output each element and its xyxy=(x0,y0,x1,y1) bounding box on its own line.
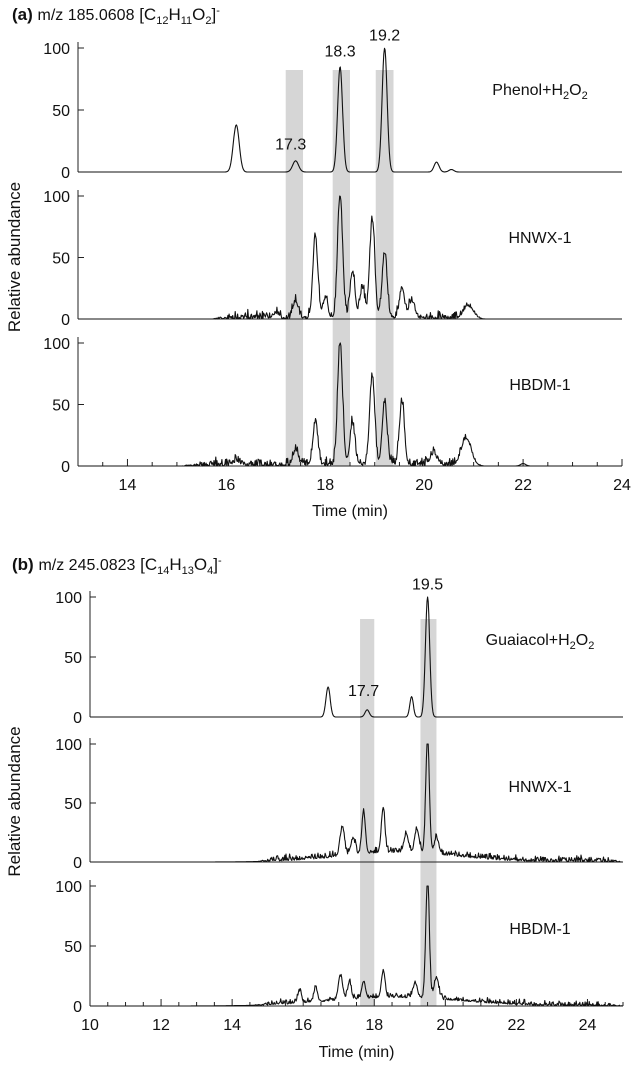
y-tick-label: 50 xyxy=(64,650,82,667)
x-tick-label: 14 xyxy=(119,477,137,494)
trace-line xyxy=(90,596,623,718)
x-axis-label: Time (min) xyxy=(312,503,388,520)
highlight-band xyxy=(420,619,437,1006)
y-tick-label: 50 xyxy=(64,939,82,956)
y-tick-label: 50 xyxy=(64,796,82,813)
panel-header: (a) m/z 185.0608 [C12H11O2]- xyxy=(12,5,220,27)
trace-line xyxy=(90,885,623,1007)
series-label: HBDM-1 xyxy=(509,377,570,394)
x-tick-label: 22 xyxy=(508,1017,526,1034)
x-tick-label: 24 xyxy=(579,1017,597,1034)
trace-line xyxy=(78,47,622,173)
y-tick-label: 0 xyxy=(73,999,82,1016)
series-phenol-h2o2: 0 50 100 Phenol+H2O2 17.3 18.3 19.2 xyxy=(43,27,622,182)
x-tick-label: 22 xyxy=(514,477,532,494)
x-tick-label: 24 xyxy=(613,477,631,494)
x-tick-label: 12 xyxy=(152,1017,170,1034)
y-tick-label: 0 xyxy=(73,710,82,727)
x-tick-label: 16 xyxy=(294,1017,312,1034)
x-tick-label: 16 xyxy=(217,477,235,494)
peak-annotation: 17.3 xyxy=(275,136,306,153)
y-tick-label: 50 xyxy=(52,251,70,268)
peak-annotation: 19.2 xyxy=(369,27,400,44)
trace-line xyxy=(78,195,622,320)
peak-annotation: 19.5 xyxy=(412,576,443,593)
y-tick-label: 0 xyxy=(61,165,70,182)
y-axis-label: Relative abundance xyxy=(5,726,24,876)
y-tick-label: 0 xyxy=(61,312,70,329)
x-tick-label: 18 xyxy=(316,477,334,494)
y-tick-label: 100 xyxy=(55,590,82,607)
series-label: HBDM-1 xyxy=(509,921,570,938)
peak-annotation: 18.3 xyxy=(325,43,356,60)
series-label: HNWX-1 xyxy=(508,779,571,796)
highlight-band xyxy=(360,619,375,1006)
y-tick-label: 0 xyxy=(73,855,82,872)
series-hbdm-1: 0 50 100 HBDM-1 xyxy=(43,336,622,476)
x-tick-label: 10 xyxy=(81,1017,99,1034)
x-tick-label: 18 xyxy=(365,1017,383,1034)
series-guaiacol-h2o2: 0 50 100 Guaiacol+H2O2 17.7 19.5 xyxy=(55,576,623,727)
series-hbdm-1: 0 50 100 HBDM-1 xyxy=(55,879,623,1016)
y-tick-label: 0 xyxy=(61,459,70,476)
highlight-band xyxy=(375,70,394,466)
panel-header: (b) m/z 245.0823 [C14H13O4]- xyxy=(12,555,222,577)
x-tick-label: 20 xyxy=(436,1017,454,1034)
y-tick-label: 100 xyxy=(55,879,82,896)
series-hnwx-1: 0 50 100 HNWX-1 xyxy=(55,737,623,872)
x-tick-label: 20 xyxy=(415,477,433,494)
y-tick-label: 100 xyxy=(43,189,70,206)
y-axis-label: Relative abundance xyxy=(5,182,24,332)
y-tick-label: 50 xyxy=(52,103,70,120)
trace-line xyxy=(78,342,622,467)
highlight-band xyxy=(332,70,350,466)
x-tick-label: 14 xyxy=(223,1017,241,1034)
y-tick-label: 100 xyxy=(55,737,82,754)
y-tick-label: 100 xyxy=(43,41,70,58)
trace-line xyxy=(90,743,623,863)
chart-panel-b: (b) m/z 245.0823 [C14H13O4]- 10 12 14 16 18 20… xyxy=(5,555,624,1061)
highlight-band xyxy=(285,70,304,466)
y-tick-label: 50 xyxy=(52,398,70,415)
series-label: HNWX-1 xyxy=(508,230,571,247)
series-label: Phenol+H2O2 xyxy=(492,82,587,102)
series-hnwx-1: 0 50 100 HNWX-1 xyxy=(43,189,622,329)
chart-panel-a: (a) m/z 185.0608 [C12H11O2]- 14 16 18 20 22 24… xyxy=(5,5,631,520)
series-label: Guaiacol+H2O2 xyxy=(486,632,595,652)
peak-annotation: 17.7 xyxy=(348,683,379,700)
y-tick-label: 100 xyxy=(43,336,70,353)
x-axis-label: Time (min) xyxy=(319,1044,395,1061)
